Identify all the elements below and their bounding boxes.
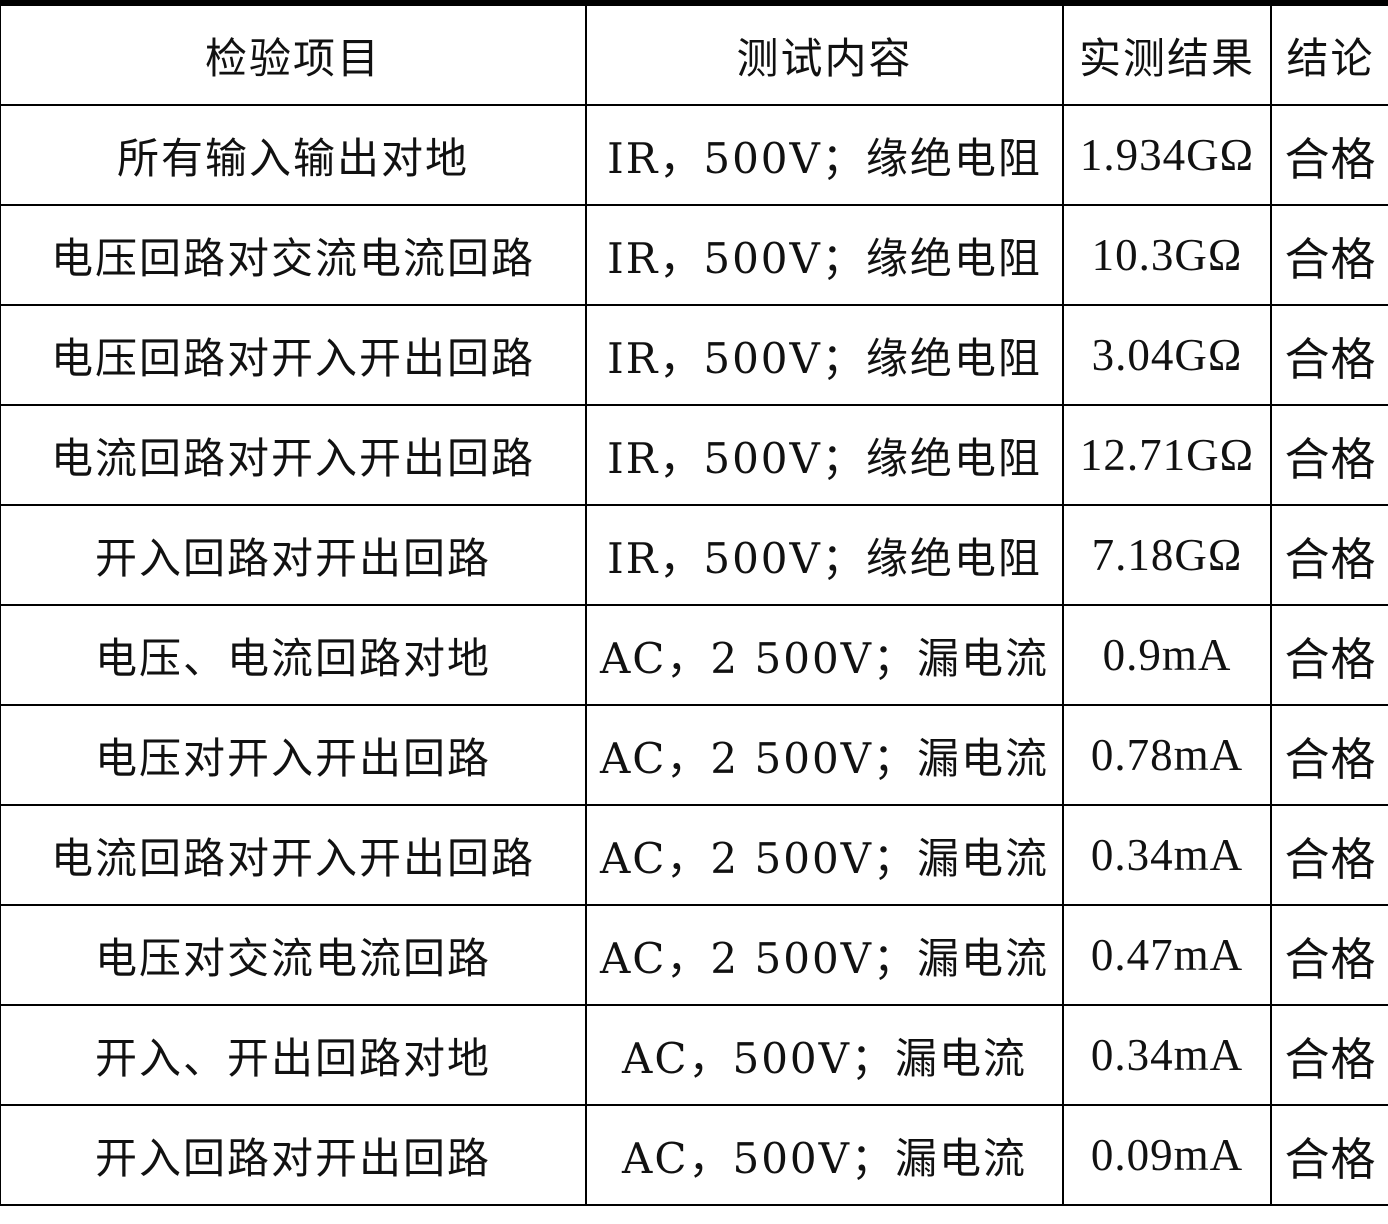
header-result: 实测结果	[1062, 2, 1272, 106]
content-cell: AC，2 500V；漏电流	[585, 804, 1064, 906]
conclusion-cell: 合格	[1270, 704, 1388, 806]
item-cell: 电压对交流电流回路	[0, 904, 587, 1006]
header-conclusion: 结论	[1270, 2, 1388, 106]
table-row: 开入、开出回路对地 AC，500V；漏电流 0.34mA 合格	[0, 1004, 1388, 1106]
result-cell: 0.09mA	[1062, 1104, 1272, 1206]
item-cell: 电压回路对开入开出回路	[0, 304, 587, 406]
table-row: 电压对开入开出回路 AC，2 500V；漏电流 0.78mA 合格	[0, 704, 1388, 806]
header-row: 检验项目 测试内容 实测结果 结论	[0, 2, 1388, 106]
content-cell: AC，2 500V；漏电流	[585, 704, 1064, 806]
table-row: 电压回路对交流电流回路 IR，500V；缘绝电阻 10.3GΩ 合格	[0, 204, 1388, 306]
conclusion-cell: 合格	[1270, 404, 1388, 506]
result-cell: 0.47mA	[1062, 904, 1272, 1006]
content-cell: AC，2 500V；漏电流	[585, 904, 1064, 1006]
item-cell: 电流回路对开入开出回路	[0, 804, 587, 906]
content-cell: AC，500V；漏电流	[585, 1104, 1064, 1206]
result-cell: 7.18GΩ	[1062, 504, 1272, 606]
table-row: 开入回路对开出回路 IR，500V；缘绝电阻 7.18GΩ 合格	[0, 504, 1388, 606]
item-cell: 电压、电流回路对地	[0, 604, 587, 706]
conclusion-cell: 合格	[1270, 1004, 1388, 1106]
result-cell: 0.9mA	[1062, 604, 1272, 706]
table-row: 电压、电流回路对地 AC，2 500V；漏电流 0.9mA 合格	[0, 604, 1388, 706]
conclusion-cell: 合格	[1270, 104, 1388, 206]
result-cell: 0.34mA	[1062, 1004, 1272, 1106]
header-content: 测试内容	[585, 2, 1064, 106]
content-cell: IR，500V；缘绝电阻	[585, 304, 1064, 406]
item-cell: 开入回路对开出回路	[0, 504, 587, 606]
item-cell: 电压对开入开出回路	[0, 704, 587, 806]
table-row: 电流回路对开入开出回路 AC，2 500V；漏电流 0.34mA 合格	[0, 804, 1388, 906]
item-cell: 开入回路对开出回路	[0, 1104, 587, 1206]
content-cell: AC，500V；漏电流	[585, 1004, 1064, 1106]
result-cell: 0.34mA	[1062, 804, 1272, 906]
result-cell: 1.934GΩ	[1062, 104, 1272, 206]
table-row: 电压对交流电流回路 AC，2 500V；漏电流 0.47mA 合格	[0, 904, 1388, 1006]
table-row: 电压回路对开入开出回路 IR，500V；缘绝电阻 3.04GΩ 合格	[0, 304, 1388, 406]
table-row: 所有输入输出对地 IR，500V；缘绝电阻 1.934GΩ 合格	[0, 104, 1388, 206]
content-cell: IR，500V；缘绝电阻	[585, 504, 1064, 606]
conclusion-cell: 合格	[1270, 304, 1388, 406]
content-cell: IR，500V；缘绝电阻	[585, 104, 1064, 206]
conclusion-cell: 合格	[1270, 904, 1388, 1006]
item-cell: 电压回路对交流电流回路	[0, 204, 587, 306]
item-cell: 电流回路对开入开出回路	[0, 404, 587, 506]
content-cell: IR，500V；缘绝电阻	[585, 404, 1064, 506]
item-cell: 开入、开出回路对地	[0, 1004, 587, 1106]
conclusion-cell: 合格	[1270, 504, 1388, 606]
result-cell: 10.3GΩ	[1062, 204, 1272, 306]
result-cell: 0.78mA	[1062, 704, 1272, 806]
conclusion-cell: 合格	[1270, 1104, 1388, 1206]
result-cell: 3.04GΩ	[1062, 304, 1272, 406]
table-row: 开入回路对开出回路 AC，500V；漏电流 0.09mA 合格	[0, 1104, 1388, 1206]
conclusion-cell: 合格	[1270, 204, 1388, 306]
item-cell: 所有输入输出对地	[0, 104, 587, 206]
header-item: 检验项目	[0, 2, 587, 106]
content-cell: IR，500V；缘绝电阻	[585, 204, 1064, 306]
conclusion-cell: 合格	[1270, 604, 1388, 706]
result-cell: 12.71GΩ	[1062, 404, 1272, 506]
table-row: 电流回路对开入开出回路 IR，500V；缘绝电阻 12.71GΩ 合格	[0, 404, 1388, 506]
conclusion-cell: 合格	[1270, 804, 1388, 906]
content-cell: AC，2 500V；漏电流	[585, 604, 1064, 706]
